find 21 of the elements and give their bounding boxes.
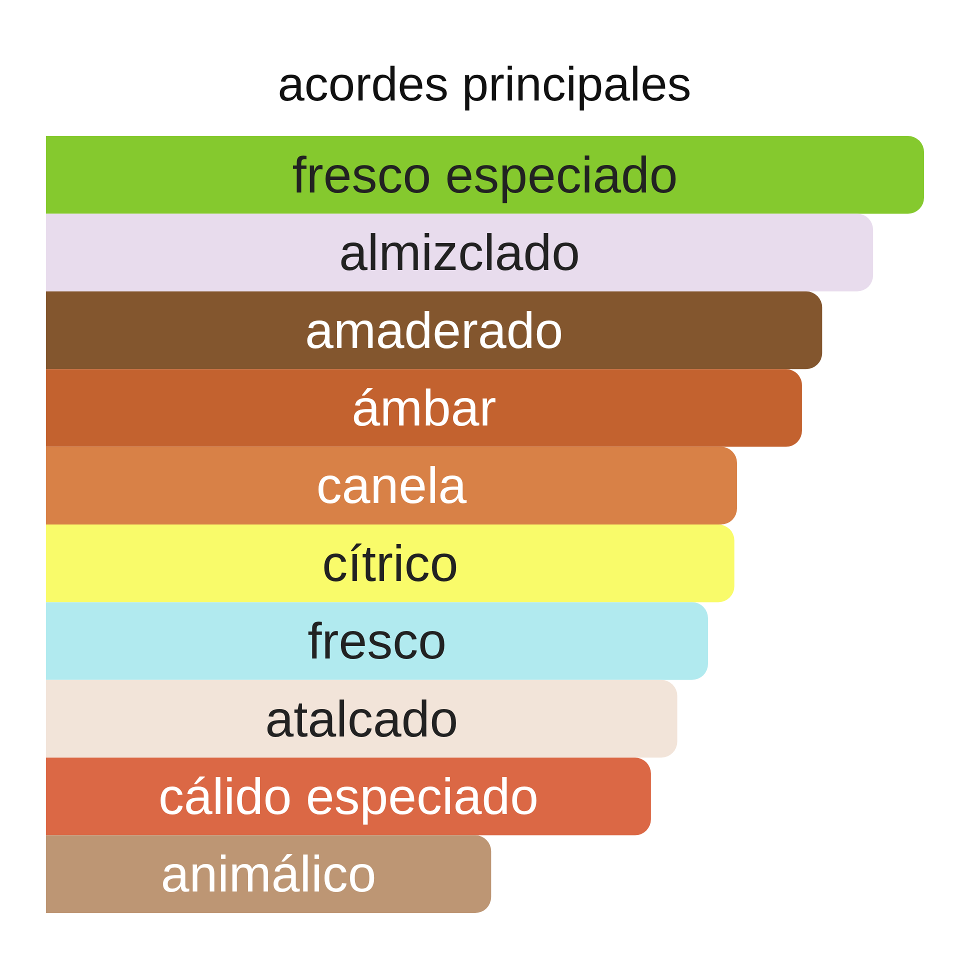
- bar: [46, 291, 822, 370]
- bar: [46, 602, 708, 680]
- y-tick-label: fresco: [308, 612, 446, 670]
- bar: [46, 835, 492, 913]
- bar: [46, 136, 924, 214]
- y-tick-label: cítrico: [322, 534, 458, 592]
- y-tick-label: amaderado: [305, 302, 564, 359]
- y-tick-label: canela: [316, 457, 468, 514]
- chart-title: acordes principales: [278, 58, 692, 112]
- y-tick-label: atalcado: [265, 690, 458, 748]
- bar: [46, 369, 802, 447]
- bar: [46, 446, 737, 524]
- y-tick-label: almizclado: [339, 224, 580, 282]
- y-tick-label: ámbar: [352, 379, 496, 436]
- y-tick-label: cálido especiado: [158, 768, 538, 825]
- bar: [46, 524, 734, 602]
- y-tick-label: animálico: [160, 846, 376, 903]
- bar: [46, 680, 678, 758]
- bar: [46, 214, 874, 292]
- bar: [46, 758, 651, 836]
- y-tick-label: fresco especiado: [292, 146, 678, 204]
